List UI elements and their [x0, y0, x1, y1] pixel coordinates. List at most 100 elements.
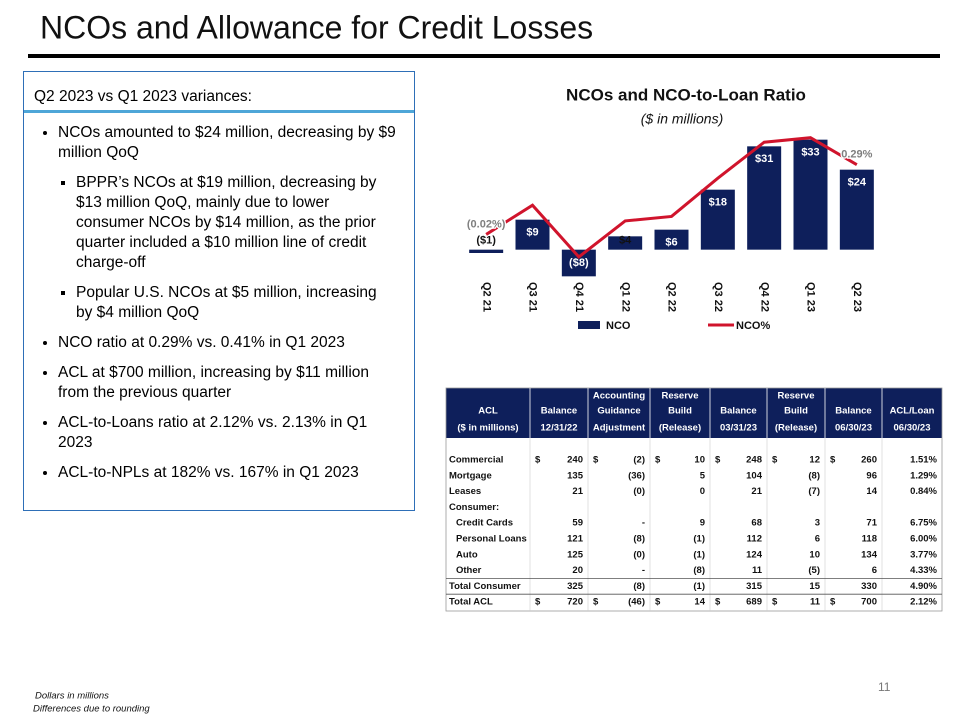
bullet-list: NCOs amounted to $24 million, decreasing…: [24, 123, 414, 483]
table-cell: (1): [693, 581, 705, 592]
table-cell: 1.29%: [910, 470, 937, 481]
table-cell: 14: [694, 597, 705, 608]
row-label: Leases: [449, 486, 481, 497]
bullet: NCO ratio at 0.29% vs. 0.41% in Q1 2023: [58, 333, 404, 353]
table-cell: 10: [809, 549, 820, 560]
table-cell: (0): [633, 486, 645, 497]
bullet-text: ACL-to-NPLs at 182% vs. 167% in Q1 2023: [58, 464, 359, 481]
table-header: 06/30/23: [894, 423, 931, 434]
line: [485, 136, 858, 259]
table-cell: (1): [693, 549, 705, 560]
table-cell: 135: [567, 470, 584, 481]
bar-label: $24: [848, 177, 867, 189]
table-cell: 325: [567, 581, 584, 592]
x-tick-label: Q2 23: [851, 282, 863, 312]
bar: [469, 249, 504, 253]
currency-sign: $: [655, 597, 661, 608]
table-header: Balance: [720, 406, 756, 417]
table-header: 03/31/23: [720, 423, 757, 434]
slide-title: NCOs and Allowance for Credit Losses: [40, 9, 593, 45]
sub-bullet: BPPR’s NCOs at $19 million, decreasing b…: [76, 173, 394, 273]
table-cell: 9: [700, 518, 705, 529]
table-header: Build: [784, 406, 808, 417]
table-cell: 96: [866, 470, 877, 481]
bullet: ACL at $700 million, increasing by $11 m…: [58, 363, 404, 403]
legend-label: NCO%: [736, 320, 770, 332]
x-tick-label: Q2 22: [666, 282, 678, 312]
table-cell: (8): [633, 581, 645, 592]
table-cell: (36): [628, 470, 645, 481]
variance-box: Q2 2023 vs Q1 2023 variances: NCOs amoun…: [23, 71, 415, 511]
currency-sign: $: [772, 455, 778, 466]
currency-sign: $: [830, 455, 836, 466]
table-header: Reserve: [662, 391, 699, 402]
x-tick-label: Q3 22: [712, 282, 724, 312]
table-cell: 68: [751, 518, 762, 529]
bullet: NCOs amounted to $24 million, decreasing…: [58, 123, 404, 323]
table-cell: 240: [567, 455, 583, 466]
bar-label: ($1): [476, 235, 496, 247]
table-cell: 15: [809, 581, 820, 592]
table-cell: (8): [808, 470, 820, 481]
table-cell: 315: [746, 581, 763, 592]
table-cell: (5): [808, 565, 820, 576]
table-cell: 330: [861, 581, 877, 592]
bar-label: ($8): [569, 257, 589, 269]
row-label: Auto: [456, 549, 478, 560]
chart-subtitle: ($ in millions): [641, 111, 723, 127]
x-tick-label: Q3 21: [527, 282, 539, 312]
chart-title: NCOs and NCO-to-Loan Ratio: [566, 85, 806, 104]
table-cell: 125: [567, 549, 584, 560]
currency-sign: $: [715, 597, 721, 608]
table-cell: 121: [567, 534, 584, 545]
table-cell: 0: [700, 486, 705, 497]
table-cell: 124: [746, 549, 763, 560]
table-cell: 20: [572, 565, 583, 576]
table-header: 12/31/22: [541, 423, 578, 434]
footnote: Dollars in millions: [35, 691, 109, 702]
bar: [654, 229, 689, 250]
table-cell: 4.33%: [910, 565, 937, 576]
currency-sign: $: [772, 597, 778, 608]
table-cell: 11: [810, 597, 821, 608]
row-label: Consumer:: [449, 502, 499, 513]
currency-sign: $: [655, 455, 661, 466]
table-cell: 104: [746, 470, 763, 481]
bullet: ACL-to-NPLs at 182% vs. 167% in Q1 2023: [58, 463, 404, 483]
table-header: Build: [668, 406, 692, 417]
table-cell: 700: [861, 597, 877, 608]
table-header: Balance: [835, 406, 871, 417]
x-tick-label: Q4 22: [758, 282, 770, 312]
table-cell: 10: [694, 455, 705, 466]
table-header: (Release): [659, 423, 701, 434]
table-header: Guidance: [597, 406, 640, 417]
table-cell: 59: [572, 518, 583, 529]
table-header: ($ in millions): [457, 423, 518, 434]
table-cell: (1): [693, 534, 705, 545]
row-label: Commercial: [449, 455, 503, 466]
bar-label: $6: [665, 237, 677, 249]
bar: [747, 146, 782, 250]
table-cell: (2): [633, 455, 645, 466]
currency-sign: $: [593, 597, 599, 608]
table-cell: 260: [861, 455, 877, 466]
table-cell: (46): [628, 597, 645, 608]
bar: [608, 236, 643, 250]
currency-sign: $: [535, 455, 541, 466]
table-cell: 5: [700, 470, 706, 481]
table-cell: 21: [751, 486, 762, 497]
table-cell: 12: [809, 455, 820, 466]
table-cell: 720: [567, 597, 583, 608]
row-label: Mortgage: [449, 470, 492, 481]
table-header: ACL: [478, 406, 498, 417]
table-header: Adjustment: [593, 423, 646, 434]
bullet-text: NCOs amounted to $24 million, decreasing…: [58, 124, 396, 161]
table-header: Balance: [541, 406, 577, 417]
table-cell: 3: [815, 518, 820, 529]
bullet: ACL-to-Loans ratio at 2.12% vs. 2.13% in…: [58, 413, 404, 453]
currency-sign: $: [830, 597, 836, 608]
bar: [561, 249, 596, 277]
table-cell: 0.84%: [910, 486, 937, 497]
currency-sign: $: [715, 455, 721, 466]
bar-label: $18: [709, 197, 727, 209]
